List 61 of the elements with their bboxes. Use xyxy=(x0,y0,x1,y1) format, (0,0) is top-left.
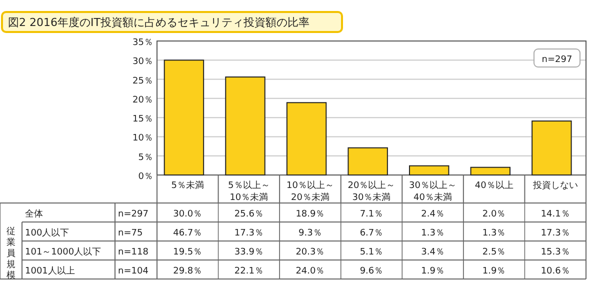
bar xyxy=(225,76,266,176)
data-label: 6.7％ xyxy=(360,228,384,238)
data-label: 17.3％ xyxy=(540,228,570,238)
y2-tick-label: n=297 xyxy=(118,210,148,220)
x-tick-label: 5％以上～ 10％未満 xyxy=(228,180,270,203)
data-label: 22.1％ xyxy=(234,266,264,276)
data-label: 30.0％ xyxy=(173,210,202,220)
data-label: 29.8％ xyxy=(173,266,202,276)
x-tick-label: 投資しない xyxy=(532,180,578,191)
y-tick-label: 0％ xyxy=(138,172,153,182)
data-label: 2.0％ xyxy=(482,210,506,220)
y-tick-label: 15％ xyxy=(132,114,153,125)
data-label: 3.4％ xyxy=(421,248,444,258)
data-label: 9.6％ xyxy=(360,266,384,276)
y2-tick-label: n=118 xyxy=(118,248,149,258)
data-label: 19.5％ xyxy=(173,248,202,258)
y-tick-label: 35％ xyxy=(132,38,153,48)
data-label: 18.9％ xyxy=(296,210,325,220)
data-label: 7.1％ xyxy=(360,210,384,220)
y-tick-label: 10％ xyxy=(132,134,153,144)
x-tick-label: 20％以上～ 30％未満 xyxy=(348,180,396,203)
y-tick-label: 全体 xyxy=(25,208,43,220)
data-label: 1.9％ xyxy=(421,266,444,276)
x-tick-label: 30％以上～ 40％未満 xyxy=(409,180,457,203)
bar xyxy=(470,166,511,176)
y2-tick-label: n=104 xyxy=(118,266,149,276)
data-label: 2.4％ xyxy=(421,210,444,220)
y-tick-label: 1001人以上 xyxy=(25,266,75,276)
bar xyxy=(348,147,388,176)
text: 従業員規模 xyxy=(6,226,16,281)
y-tick-label: 101～1000人以下 xyxy=(25,246,102,258)
x-tick-label: 5％未満 xyxy=(171,180,204,191)
bar xyxy=(408,165,450,176)
data-label: 25.6％ xyxy=(234,210,264,220)
x-tick-label: 40％以上 xyxy=(474,180,514,191)
data-label: 5.1％ xyxy=(360,248,384,258)
data-label: 46.7％ xyxy=(173,228,202,238)
data-label: 1.9％ xyxy=(482,266,506,276)
data-label: 10.6％ xyxy=(540,266,570,276)
y-tick-label: 100人以下 xyxy=(25,228,70,238)
data-label: 1.3％ xyxy=(421,228,444,238)
bar xyxy=(532,120,572,176)
annotation: n=297 xyxy=(542,55,572,65)
data-label: 20.3％ xyxy=(296,248,325,258)
y-tick-label: 30％ xyxy=(132,57,153,68)
bar xyxy=(286,102,327,176)
y-tick-label: 20％ xyxy=(132,95,153,106)
bar xyxy=(164,60,204,176)
x-tick-label: 10％以上～ 20％未満 xyxy=(286,180,334,203)
data-label: 1.3％ xyxy=(482,228,506,238)
data-label: 17.3％ xyxy=(234,228,264,238)
data-label: 24.0％ xyxy=(296,266,325,276)
y-tick-label: 5％ xyxy=(138,152,153,163)
data-label: 9.3％ xyxy=(298,228,322,238)
data-label: 33.9％ xyxy=(234,248,264,258)
data-label: 2.5％ xyxy=(482,248,506,258)
data-label: 14.1％ xyxy=(540,210,570,220)
chart-title: 図2 2016年度のIT投資額に占めるセキュリティ投資額の比率 xyxy=(8,16,310,29)
y-tick-label: 25％ xyxy=(132,76,153,86)
y2-tick-label: n=75 xyxy=(118,228,143,238)
data-label: 15.3％ xyxy=(540,248,570,258)
